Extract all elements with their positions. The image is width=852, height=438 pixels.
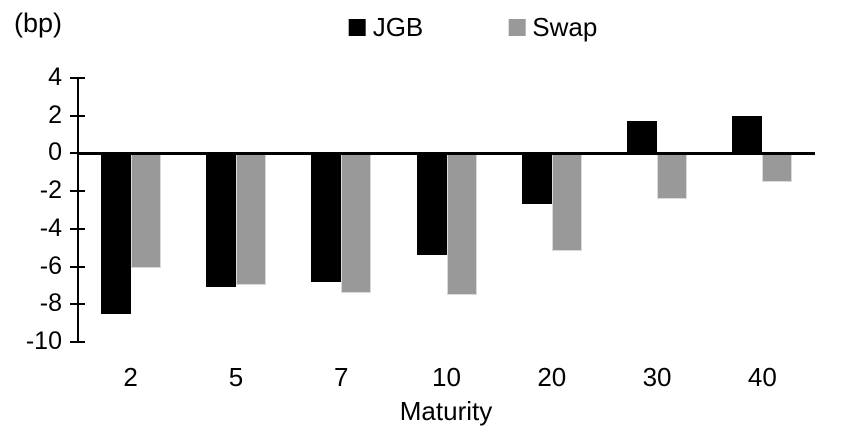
bar-jgb-2 xyxy=(100,153,131,314)
y-tick-mark xyxy=(70,303,85,306)
x-axis-title: Maturity xyxy=(399,396,493,426)
legend-label-jgb: JGB xyxy=(372,12,424,42)
jgb-swatch-icon xyxy=(348,19,366,36)
y-tick-label: -4 xyxy=(39,213,62,242)
legend: JGB Swap xyxy=(348,12,597,43)
bar-swap-2 xyxy=(130,153,161,269)
bar-jgb-5 xyxy=(205,153,236,288)
y-axis-line xyxy=(77,77,79,343)
bar-jgb-7 xyxy=(311,153,342,282)
y-tick-label: 2 xyxy=(48,100,62,129)
x-tick-label-20: 20 xyxy=(537,362,567,392)
y-tick-label: -6 xyxy=(39,251,62,280)
bar-swap-10 xyxy=(446,153,477,295)
bar-jgb-40 xyxy=(732,115,763,154)
legend-item-jgb: JGB xyxy=(348,12,424,43)
x-tick-label-5: 5 xyxy=(228,362,244,392)
y-tick-mark xyxy=(70,227,85,230)
legend-item-swap: Swap xyxy=(508,12,597,43)
bar-jgb-30 xyxy=(627,121,658,154)
bar-swap-20 xyxy=(551,153,582,252)
bar-swap-5 xyxy=(235,153,266,286)
zero-line xyxy=(78,151,815,155)
x-tick-label-40: 40 xyxy=(747,362,777,392)
legend-label-swap: Swap xyxy=(532,12,598,42)
x-tick-label-30: 30 xyxy=(642,362,672,392)
bar-swap-7 xyxy=(341,153,372,293)
y-tick-mark xyxy=(70,152,85,155)
y-tick-mark xyxy=(70,77,85,79)
x-tick-label-2: 2 xyxy=(123,362,138,392)
swap-swatch-icon xyxy=(508,19,526,36)
y-axis-unit-label: (bp) xyxy=(14,8,63,38)
y-tick-mark xyxy=(70,190,85,193)
bar-swap-40 xyxy=(762,153,793,182)
x-tick-label-10: 10 xyxy=(432,362,461,392)
bar-swap-30 xyxy=(657,153,688,199)
y-tick-mark xyxy=(70,341,85,343)
x-tick-label-7: 7 xyxy=(333,362,349,392)
y-tick-label: 0 xyxy=(48,138,62,167)
y-tick-mark xyxy=(70,265,85,268)
y-tick-label: -10 xyxy=(25,327,62,355)
y-tick-label: 4 xyxy=(48,63,62,91)
y-tick-mark xyxy=(70,114,85,117)
bar-jgb-20 xyxy=(521,153,552,205)
y-tick-label: -2 xyxy=(39,176,62,205)
bar-jgb-10 xyxy=(416,153,447,256)
y-tick-label: -8 xyxy=(39,289,62,318)
